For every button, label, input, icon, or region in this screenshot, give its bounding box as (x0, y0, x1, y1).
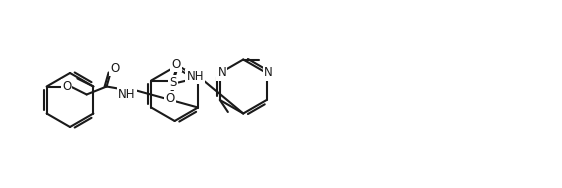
Text: S: S (170, 76, 177, 89)
Text: O: O (166, 92, 175, 105)
Text: O: O (171, 58, 181, 71)
Text: N: N (264, 67, 273, 80)
Text: NH: NH (187, 70, 204, 83)
Text: O: O (62, 80, 71, 93)
Text: NH: NH (118, 88, 135, 101)
Text: O: O (110, 62, 119, 75)
Text: N: N (217, 67, 226, 80)
